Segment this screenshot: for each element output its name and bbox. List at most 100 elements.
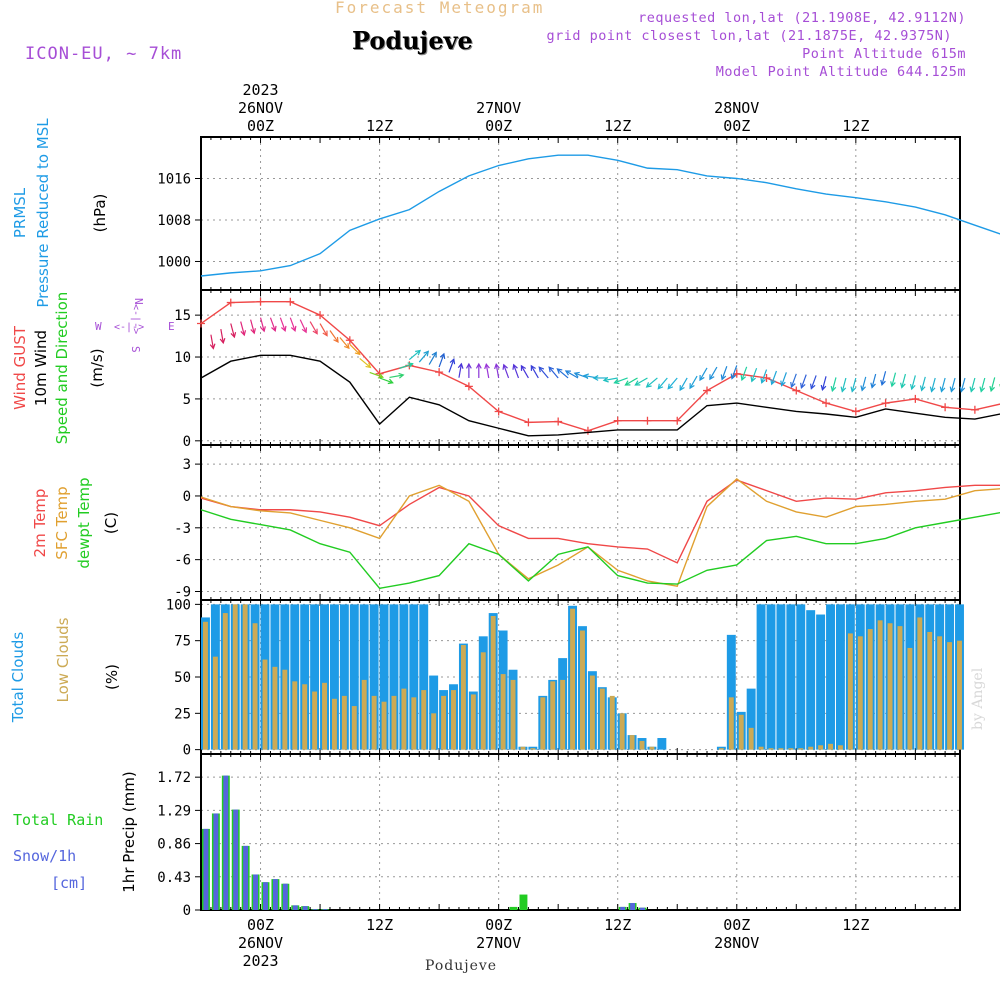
snow-bar [263,882,268,910]
wind-arrow [881,371,887,385]
y-tick-label: 3 [183,457,191,473]
y-tick-label: 1000 [157,254,191,270]
total-cloud-bar [806,610,816,750]
gust-line-marker [345,336,354,345]
wind-arrow-head [377,373,384,379]
wind-arrow-head [989,385,995,393]
wind-arrow-head [230,332,237,339]
total-cloud-bar [349,604,359,750]
gust-line-marker [435,368,444,377]
low-cloud-bar [778,748,784,750]
low-cloud-bar [867,629,873,750]
wind-arrow [699,367,708,381]
low-cloud-bar [510,679,516,750]
total-cloud-bar [429,675,439,750]
compass-icon: N W E S <-|-><-|-> [95,298,175,353]
clouds-label-low: Low Clouds [54,617,72,702]
wind-arrow-head [850,386,857,393]
wind-line [200,354,1000,437]
wind-arrow-head [800,382,806,389]
total-cloud-bar [657,738,667,750]
wind-arrow-head [720,374,727,381]
total-cloud-bar [379,604,389,750]
wind-arrow-head [219,337,226,345]
gridpoint-coords: grid point closest lon,lat (21.1875E, 42… [546,28,952,44]
wind-arrow [940,377,946,392]
wind-arrow-head [657,383,664,390]
low-cloud-bar [718,748,724,750]
wind-arrow-head [556,368,563,374]
wind-arrow [741,366,748,381]
gust-line-marker [822,399,831,408]
wind-arrow [329,330,339,343]
snow-bar [640,907,645,910]
wind-arrow-head [354,349,361,356]
wind-arrow-head [740,374,747,382]
snow-bar [213,813,219,910]
time-label-bottom: 12Z [842,916,869,934]
time-label-bottom: 28NOV [714,934,759,952]
wind-arrow-head [484,362,490,370]
wind-arrow-head [645,382,652,388]
low-cloud-bar [609,695,615,750]
wind-arrow [810,375,817,389]
wind-arrow [970,377,976,392]
gust-line-marker [643,416,652,425]
total-cloud-bar [776,604,786,750]
wind-arrow-head [939,386,946,393]
low-cloud-bar [302,684,308,750]
low-cloud-bar [252,623,258,750]
wind-arrow-head [271,325,277,332]
wind-arrow-head [322,330,328,337]
wind-arrow-head [667,383,674,390]
chart-title: Forecast Meteogram [335,0,545,17]
wind-arrow [614,377,628,384]
total-cloud-bar [726,634,736,750]
wind-arrow-head [240,330,247,337]
wind-arrow [359,357,371,368]
panel-frame [200,753,961,911]
total-cloud-bar [835,604,845,750]
panel-pressure: 1000 1008 1016 [157,136,961,291]
total-cloud-bar [320,604,329,750]
panel-precip: 0 0.43 0.86 1.29 1.72 [157,753,961,919]
total-cloud-bar [756,604,766,750]
wind-arrow [646,377,658,388]
wind-arrow [503,364,510,379]
total-cloud-bar [766,604,776,750]
low-cloud-bar [381,701,387,750]
wind-arrow-head [548,366,555,373]
wind-arrow [891,372,897,387]
wind-arrow [771,370,778,385]
wind-arrow-head [494,362,500,370]
low-cloud-bar [322,682,327,750]
total-cloud-bar [419,604,429,750]
low-cloud-bar [312,691,318,750]
y-tick-label: 0.86 [157,837,191,853]
tsfc-line [200,478,1000,587]
y-tick-label: 10 [174,350,191,366]
time-label-top: 12Z [366,117,393,135]
panel-frame [200,136,961,291]
wind-arrow-head [431,351,437,358]
low-cloud-bar [857,636,863,750]
total-cloud-bar [310,604,320,750]
total-cloud-bar [816,614,826,750]
wind-arrow [309,321,318,334]
wind-arrow-head [344,343,350,350]
wind-arrow-head [592,375,599,381]
wind-arrow [861,376,867,391]
low-cloud-bar [470,694,476,750]
wind-arrow-head [512,363,518,370]
low-cloud-bar [262,659,268,750]
wind-arrow [299,319,307,333]
wind-arrow [930,377,936,392]
compass-w: W [95,320,102,333]
wind-arrow [950,377,956,392]
wind-arrow-head [909,383,916,391]
footer-station: Podujeve [425,958,498,974]
precip-label-cm: [cm] [51,874,87,892]
wind-arrow-head [582,373,590,380]
wind-arrow [667,377,678,390]
